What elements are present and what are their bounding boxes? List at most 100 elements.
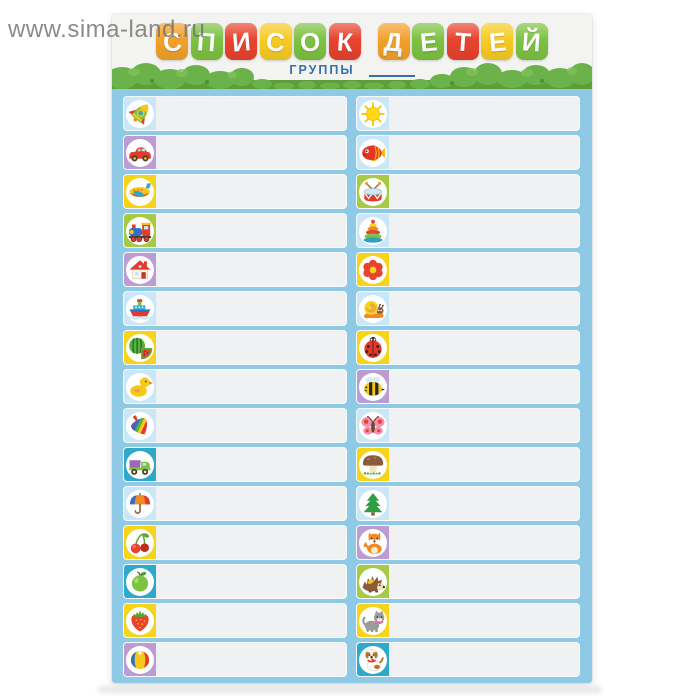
name-line bbox=[156, 643, 346, 676]
title-word-gap bbox=[363, 41, 375, 42]
icon-tile bbox=[357, 97, 389, 130]
icon-tile bbox=[124, 487, 156, 520]
title-letter-tile: Е bbox=[481, 23, 514, 60]
name-line bbox=[389, 487, 579, 520]
bee-icon bbox=[360, 374, 386, 400]
name-line bbox=[389, 253, 579, 286]
strawberry-icon bbox=[127, 608, 153, 634]
name-line bbox=[156, 448, 346, 481]
icon-tile bbox=[357, 526, 389, 559]
icon-circle bbox=[126, 294, 154, 323]
name-line bbox=[389, 214, 579, 247]
list-item bbox=[123, 135, 347, 170]
list-item bbox=[123, 642, 347, 677]
list-item bbox=[356, 603, 580, 638]
title-letter: С bbox=[265, 25, 287, 58]
list-item bbox=[356, 96, 580, 131]
fish-icon bbox=[360, 140, 386, 166]
icon-circle bbox=[359, 99, 387, 128]
name-line bbox=[156, 370, 346, 403]
icon-tile bbox=[124, 565, 156, 598]
list-item bbox=[123, 213, 347, 248]
icon-tile bbox=[357, 604, 389, 637]
icon-tile bbox=[124, 448, 156, 481]
ball-icon bbox=[127, 647, 153, 673]
icon-tile bbox=[124, 604, 156, 637]
name-line bbox=[389, 604, 579, 637]
cat-icon bbox=[360, 608, 386, 634]
icon-circle bbox=[126, 606, 154, 635]
ladybug-icon bbox=[360, 335, 386, 361]
poster-body bbox=[112, 87, 592, 683]
title-letter: Й bbox=[521, 25, 543, 58]
list-item bbox=[356, 135, 580, 170]
name-line bbox=[156, 253, 346, 286]
list-item bbox=[123, 369, 347, 404]
title-letter: О bbox=[298, 25, 322, 58]
name-line bbox=[389, 370, 579, 403]
group-blank-line bbox=[368, 64, 415, 77]
name-line bbox=[156, 409, 346, 442]
drum-icon bbox=[360, 179, 386, 205]
icon-circle bbox=[359, 294, 387, 323]
icon-tile bbox=[357, 253, 389, 286]
icon-circle bbox=[359, 411, 387, 440]
list-item bbox=[123, 174, 347, 209]
group-label-row: ГРУППЫ bbox=[112, 63, 592, 77]
name-line bbox=[156, 487, 346, 520]
icon-circle bbox=[359, 333, 387, 362]
icon-circle bbox=[126, 255, 154, 284]
title-letter-tile: С bbox=[156, 23, 189, 60]
icon-circle bbox=[126, 177, 154, 206]
icon-tile bbox=[357, 292, 389, 325]
name-line bbox=[389, 331, 579, 364]
name-line bbox=[389, 292, 579, 325]
butterfly-icon bbox=[360, 413, 386, 439]
list-item bbox=[356, 525, 580, 560]
title-letter-tile: Д bbox=[377, 23, 410, 60]
airplane-icon bbox=[127, 179, 153, 205]
icon-tile bbox=[124, 253, 156, 286]
icon-tile bbox=[357, 487, 389, 520]
car-icon bbox=[127, 140, 153, 166]
list-item bbox=[123, 447, 347, 482]
name-line bbox=[389, 175, 579, 208]
group-label: ГРУППЫ bbox=[289, 63, 355, 77]
icon-tile bbox=[357, 370, 389, 403]
sun-icon bbox=[360, 101, 386, 127]
name-line bbox=[389, 526, 579, 559]
watermark: www.sima-land.ru bbox=[8, 16, 206, 43]
list-item bbox=[123, 408, 347, 443]
flower-icon bbox=[360, 257, 386, 283]
snail-icon bbox=[360, 296, 386, 322]
title-letter-tile: Т bbox=[446, 23, 479, 60]
list-item bbox=[123, 252, 347, 287]
icon-tile bbox=[357, 448, 389, 481]
title-letter: Д bbox=[383, 25, 405, 58]
list-item bbox=[356, 642, 580, 677]
name-line bbox=[389, 448, 579, 481]
icon-circle bbox=[359, 645, 387, 674]
hedgehog-icon bbox=[360, 569, 386, 595]
name-line bbox=[156, 331, 346, 364]
icon-tile bbox=[124, 331, 156, 364]
icon-circle bbox=[359, 606, 387, 635]
icon-tile bbox=[124, 175, 156, 208]
title-letter-tile: Й bbox=[515, 23, 548, 60]
list-item bbox=[123, 603, 347, 638]
pyramid-icon bbox=[360, 218, 386, 244]
icon-circle bbox=[126, 645, 154, 674]
title-letter-tile: К bbox=[328, 23, 361, 60]
icon-circle bbox=[359, 138, 387, 167]
name-line bbox=[156, 565, 346, 598]
name-line bbox=[156, 292, 346, 325]
list-item bbox=[356, 330, 580, 365]
icon-tile bbox=[124, 526, 156, 559]
list-item bbox=[123, 291, 347, 326]
list-item bbox=[123, 525, 347, 560]
list-item bbox=[356, 213, 580, 248]
list-item bbox=[123, 564, 347, 599]
icon-circle bbox=[126, 372, 154, 401]
